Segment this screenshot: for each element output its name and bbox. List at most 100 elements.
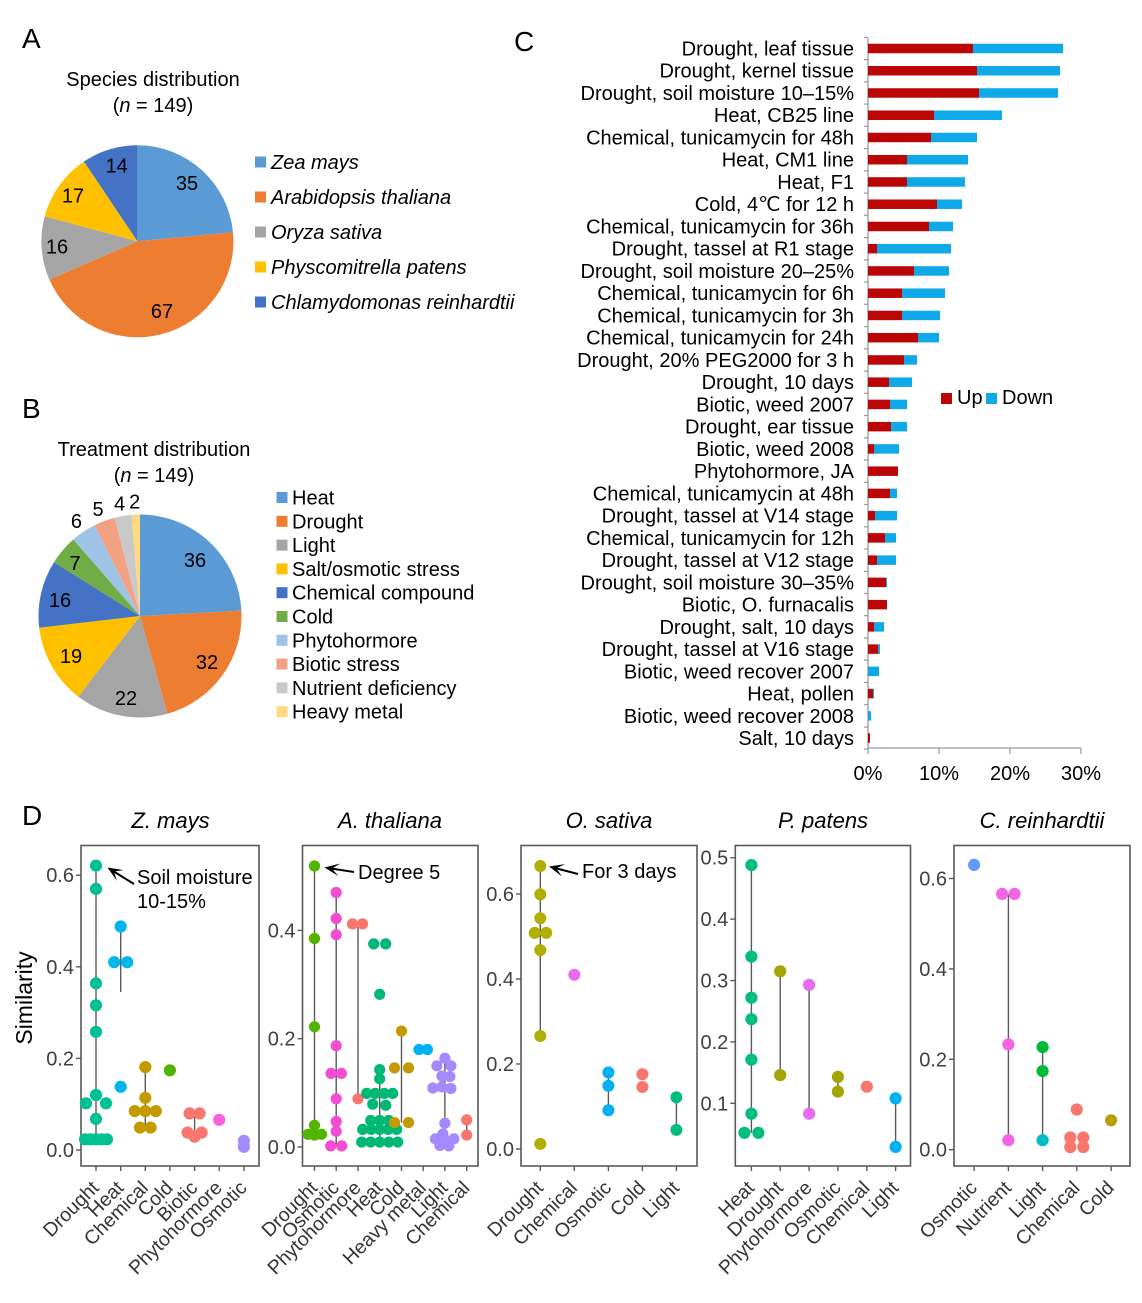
svg-text:Drought: Drought — [292, 511, 364, 533]
svg-text:Arabidopsis thaliana: Arabidopsis thaliana — [270, 187, 451, 209]
svg-text:5: 5 — [92, 499, 103, 521]
svg-text:Biotic stress: Biotic stress — [292, 654, 400, 676]
svg-text:19: 19 — [60, 646, 82, 668]
svg-text:32: 32 — [196, 652, 218, 674]
svg-text:Cold: Cold — [292, 607, 333, 629]
svg-text:20%: 20% — [990, 763, 1030, 785]
svg-text:7: 7 — [69, 553, 80, 575]
svg-text:Heat, CM1 line: Heat, CM1 line — [722, 150, 854, 172]
svg-text:C. reinhardtii: C. reinhardtii — [980, 808, 1106, 833]
svg-text:0.2: 0.2 — [486, 1054, 514, 1076]
svg-text:Heat: Heat — [292, 488, 335, 510]
svg-text:Z. mays: Z. mays — [130, 808, 209, 833]
svg-text:Drought, tassel at V14 stage: Drought, tassel at V14 stage — [602, 506, 854, 528]
svg-text:0.0: 0.0 — [919, 1140, 947, 1162]
svg-text:0.0: 0.0 — [486, 1139, 514, 1161]
svg-text:Physcomitrella patens: Physcomitrella patens — [271, 257, 467, 279]
svg-text:Soil moisture: Soil moisture — [137, 867, 253, 889]
svg-text:Drought, leaf tissue: Drought, leaf tissue — [682, 39, 854, 61]
svg-text:Drought, tassel at R1 stage: Drought, tassel at R1 stage — [612, 239, 854, 261]
svg-text:0.2: 0.2 — [268, 1029, 296, 1051]
svg-text:0.4: 0.4 — [700, 909, 728, 931]
svg-text:For 3 days: For 3 days — [582, 861, 676, 883]
svg-text:0.4: 0.4 — [486, 969, 514, 991]
svg-text:Drought, soil moisture 30–35%: Drought, soil moisture 30–35% — [581, 572, 855, 594]
svg-text:0.0: 0.0 — [46, 1140, 74, 1162]
svg-text:Degree 5: Degree 5 — [358, 862, 440, 884]
svg-text:Light: Light — [292, 535, 336, 557]
svg-text:0.2: 0.2 — [46, 1048, 74, 1070]
svg-text:Biotic, weed recover 2008: Biotic, weed recover 2008 — [624, 706, 854, 728]
svg-text:Drought, soil moisture 10–15%: Drought, soil moisture 10–15% — [581, 83, 855, 105]
svg-text:17: 17 — [62, 186, 84, 208]
svg-text:Nutrient deficiency: Nutrient deficiency — [292, 678, 457, 700]
svg-text:Chemical, tunicamycin for 6h: Chemical, tunicamycin for 6h — [597, 283, 854, 305]
svg-text:Drought, salt, 10 days: Drought, salt, 10 days — [659, 617, 854, 639]
svg-text:14: 14 — [106, 156, 128, 178]
svg-text:Cold, 4℃ for 12 h: Cold, 4℃ for 12 h — [695, 194, 854, 216]
svg-text:0.1: 0.1 — [700, 1093, 728, 1115]
svg-text:Biotic, weed recover 2007: Biotic, weed recover 2007 — [624, 661, 854, 683]
svg-text:Drought, tassel at V16 stage: Drought, tassel at V16 stage — [602, 639, 854, 661]
svg-text:16: 16 — [46, 237, 68, 259]
svg-text:0.6: 0.6 — [919, 869, 947, 891]
svg-text:Biotic, O. furnacalis: Biotic, O. furnacalis — [682, 595, 854, 617]
svg-text:0.3: 0.3 — [700, 971, 728, 993]
svg-text:0.4: 0.4 — [919, 959, 947, 981]
svg-text:Heat, pollen: Heat, pollen — [747, 684, 854, 706]
svg-text:Salt, 10 days: Salt, 10 days — [738, 728, 854, 750]
svg-text:Drought, soil moisture 20–25%: Drought, soil moisture 20–25% — [581, 261, 855, 283]
svg-text:Drought, ear tissue: Drought, ear tissue — [685, 417, 854, 439]
svg-text:67: 67 — [151, 301, 173, 323]
svg-text:22: 22 — [115, 688, 137, 710]
svg-text:Phytohormore, JA: Phytohormore, JA — [694, 461, 855, 483]
svg-text:0.4: 0.4 — [46, 957, 74, 979]
svg-text:Chemical compound: Chemical compound — [292, 583, 474, 605]
svg-text:36: 36 — [184, 550, 206, 572]
svg-text:Chemical, tunicamycin for 12h: Chemical, tunicamycin for 12h — [586, 528, 854, 550]
svg-text:6: 6 — [71, 511, 82, 533]
svg-text:0.4: 0.4 — [268, 920, 296, 942]
svg-text:Drought, 20% PEG2000 for 3 h: Drought, 20% PEG2000 for 3 h — [577, 350, 854, 372]
svg-text:Drought, tassel at V12 stage: Drought, tassel at V12 stage — [602, 550, 854, 572]
svg-text:4: 4 — [114, 494, 125, 516]
svg-text:0.2: 0.2 — [700, 1032, 728, 1054]
svg-text:Drought, kernel tissue: Drought, kernel tissue — [659, 61, 854, 83]
svg-text:Chlamydomonas reinhardtii: Chlamydomonas reinhardtii — [271, 292, 515, 314]
svg-text:Chemical, tunicamycin for 3h: Chemical, tunicamycin for 3h — [597, 305, 854, 327]
svg-text:35: 35 — [176, 173, 198, 195]
svg-text:A: A — [22, 23, 41, 54]
svg-text:0%: 0% — [854, 763, 883, 785]
svg-text:Drought, 10 days: Drought, 10 days — [702, 372, 854, 394]
svg-text:10-15%: 10-15% — [137, 891, 206, 913]
svg-text:A. thaliana: A. thaliana — [336, 808, 442, 833]
svg-text:Biotic, weed 2008: Biotic, weed 2008 — [696, 439, 854, 461]
svg-text:Heat, F1: Heat, F1 — [777, 172, 854, 194]
svg-text:0.0: 0.0 — [268, 1137, 296, 1159]
svg-text:Heat, CB25 line: Heat, CB25 line — [714, 105, 854, 127]
svg-text:Species distribution: Species distribution — [66, 69, 239, 91]
svg-text:P. patens: P. patens — [778, 808, 868, 833]
svg-text:16: 16 — [49, 590, 71, 612]
svg-text:Heavy metal: Heavy metal — [292, 702, 403, 724]
svg-text:0.5: 0.5 — [700, 848, 728, 870]
svg-text:D: D — [22, 800, 42, 831]
svg-text:Zea mays: Zea mays — [270, 152, 359, 174]
svg-text:0.6: 0.6 — [46, 865, 74, 887]
svg-text:Chemical, tunicamycin for 24h: Chemical, tunicamycin for 24h — [586, 328, 854, 350]
svg-text:O. sativa: O. sativa — [566, 808, 653, 833]
svg-text:Treatment distribution: Treatment distribution — [58, 439, 251, 461]
svg-text:Phytohormore: Phytohormore — [292, 630, 418, 652]
svg-text:Chemical, tunicamycin for 48h: Chemical, tunicamycin for 48h — [586, 128, 854, 150]
svg-text:10%: 10% — [919, 763, 959, 785]
svg-text:(n = 149): (n = 149) — [114, 465, 195, 487]
svg-text:Similarity: Similarity — [11, 951, 37, 1045]
svg-text:2: 2 — [129, 492, 140, 514]
svg-text:Up: Up — [957, 387, 983, 409]
svg-text:30%: 30% — [1061, 763, 1101, 785]
svg-text:Biotic, weed 2007: Biotic, weed 2007 — [696, 394, 854, 416]
svg-text:C: C — [514, 26, 534, 57]
svg-text:Salt/osmotic stress: Salt/osmotic stress — [292, 559, 460, 581]
svg-text:B: B — [22, 393, 41, 424]
svg-text:0.2: 0.2 — [919, 1049, 947, 1071]
